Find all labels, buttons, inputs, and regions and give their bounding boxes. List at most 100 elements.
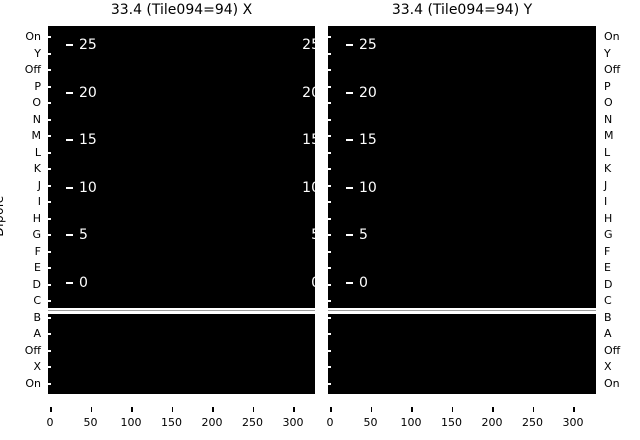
row-tick [48,234,51,236]
row-label: On [25,376,41,390]
inner-tick-value: 10 [79,179,97,196]
row-tick [328,300,331,302]
inner-tick-value: 20 [359,84,377,101]
separator-line [328,310,596,311]
row-label: Y [34,46,41,60]
row-tick [328,102,331,104]
inner-tick-value: 0 [79,275,88,291]
row-labels-right: On Y Off P O N M L K J I H G F E D C B A Off X On [604,0,640,440]
inner-scale-tick: 15 [66,133,97,147]
x-tick-label: 100 [120,416,142,429]
row-tick [328,283,331,286]
x-tick-label: 150 [161,416,182,429]
row-separator [328,308,596,314]
row-tick [328,382,331,385]
row-tick [48,135,51,137]
row-tick [48,69,51,71]
right-edge-scale-value: 0 [311,276,315,290]
row-label: On [604,30,620,43]
row-tick [328,85,331,88]
row-tick [328,135,331,137]
row-label: On [604,376,620,390]
inner-tick-mark [346,186,353,189]
x-tick-mark [411,407,413,412]
inner-tick-value: 10 [359,179,377,196]
row-tick [328,366,331,368]
row-labels-left: On Y Off P O N M L K J I H G F E D C B A Off X On [0,0,41,440]
row-tick [48,300,51,302]
row-label: J [604,178,608,192]
x-tick-label: 50 [363,416,378,429]
x-tick-mark [252,407,254,412]
row-tick [48,366,51,368]
right-edge-scale-value: 20 [302,84,315,101]
panel-title-x: 33.4 (Tile094=94) X [110,2,253,18]
row-tick [48,316,51,319]
inner-tick-value: 5 [359,227,368,244]
row-tick [328,168,331,170]
row-tick [48,250,51,253]
row-label: Off [24,343,41,357]
row-tick [48,217,51,220]
row-label: B [604,310,612,324]
row-tick [328,201,331,203]
inner-tick-mark [66,139,73,142]
row-tick [48,382,51,385]
row-label: C [604,294,612,307]
panel-title-y: 33.4 (Tile094=94) Y [391,2,533,18]
separator-line [48,310,315,311]
inner-tick-mark [66,186,73,189]
row-label: C [33,294,41,307]
inner-scale-tick: 25 [346,38,377,52]
x-tick-label: 300 [562,416,584,429]
inner-tick-value: 15 [79,132,97,149]
row-tick [48,267,51,269]
row-label: P [34,79,41,93]
row-tick [48,85,51,88]
x-tick-mark [330,407,332,412]
row-tick [48,151,51,154]
row-tick [328,267,331,269]
inner-scale-tick: 10 [346,181,377,195]
row-label: B [33,310,41,324]
row-label: I [604,195,608,208]
row-tick [328,333,331,335]
row-tick [328,184,331,187]
row-label: Off [604,63,621,76]
row-tick [328,69,331,71]
x-tick-label: 200 [481,416,503,429]
x-tick-mark [90,407,92,412]
row-label: Off [604,343,621,357]
x-tick-label: 300 [282,416,304,429]
row-label: G [32,228,41,241]
row-label: X [33,360,41,373]
inner-scale-tick: 0 [346,276,368,290]
row-tick [328,250,331,253]
row-label: Y [604,46,611,60]
inner-tick-mark [66,234,73,237]
x-tick-label: 0 [46,416,54,429]
row-label: P [604,79,611,93]
row-label: O [604,96,613,109]
x-tick-mark [212,407,214,412]
inner-scale-tick: 5 [346,228,368,242]
x-tick-mark [492,407,494,412]
row-label: Off [24,63,41,76]
row-label: E [604,261,611,274]
row-tick [48,283,51,286]
x-tick-mark [131,407,133,412]
row-label: H [604,211,613,225]
right-edge-scale-value: 15 [302,132,315,149]
row-tick [328,349,331,352]
row-label: X [604,360,612,373]
inner-tick-mark [346,282,353,284]
row-tick [48,333,51,335]
row-tick [48,349,51,352]
row-tick [328,118,331,121]
inner-tick-mark [66,282,73,284]
x-tick-mark [171,407,173,412]
inner-tick-value: 15 [359,132,377,149]
x-tick-label: 0 [326,416,334,429]
inner-tick-mark [346,234,353,237]
